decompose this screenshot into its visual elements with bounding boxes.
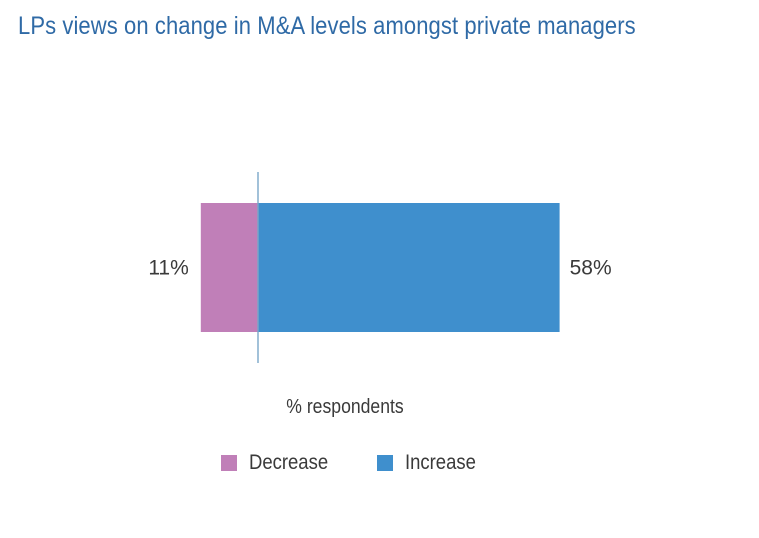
legend-item-decrease: Decrease (221, 451, 339, 475)
chart-title: LPs views on change in M&A levels amongs… (18, 12, 636, 40)
x-axis-label: % respondents (286, 396, 404, 418)
legend-label-increase: Increase (404, 451, 476, 474)
legend-label-decrease: Decrease (249, 451, 329, 474)
legend-swatch-increase (376, 455, 393, 471)
data-label-decrease: 11% (148, 257, 188, 280)
bar-increase (258, 203, 560, 332)
bar-decrease (200, 203, 258, 332)
data-label-increase: 58% (570, 257, 612, 280)
legend-item-increase: Increase (376, 451, 486, 475)
legend: Decrease Increase (221, 451, 485, 475)
legend-swatch-decrease (221, 455, 237, 471)
